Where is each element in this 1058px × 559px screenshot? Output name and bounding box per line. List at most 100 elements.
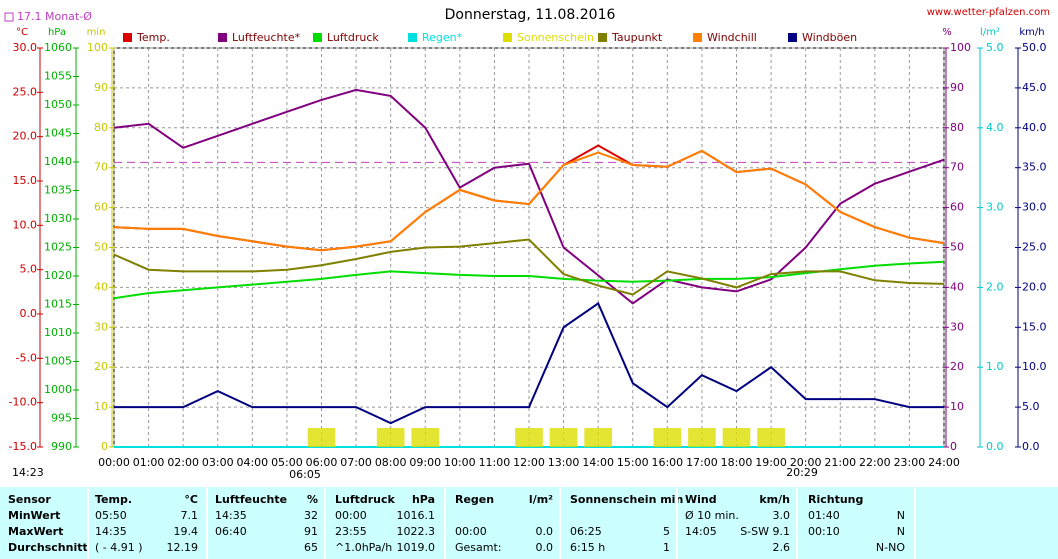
table-cell: 2.6 [773,541,791,554]
y-tick-label: 70 [950,161,964,174]
table-cell: 12.19 [167,541,199,554]
legend-swatch [503,33,512,42]
legend-swatch [788,33,797,42]
table-cell: Luftfeuchte [215,493,287,506]
legend-label: Windböen [802,31,857,44]
y-tick-label: 45.0 [1022,81,1047,94]
legend-swatch [123,33,132,42]
x-tick-label: 10:00 [444,456,476,469]
table-cell: km/h [759,493,790,506]
table-cell: ( - 4.91 ) [95,541,143,554]
y-tick-label: 1000 [44,383,72,396]
sun-bar [376,428,405,447]
sun-bar [688,428,716,447]
table-cell: 5 [663,525,670,538]
legend-label: Regen* [422,31,463,44]
y-tick-label: 3.0 [986,201,1004,214]
y-tick-label: 15.0 [13,174,38,187]
x-tick-label: 20:00 [790,456,822,469]
table-cell: 14:05 [685,525,717,538]
x-tick-label: 13:00 [548,456,580,469]
x-tick-label: 16:00 [651,456,683,469]
y-tick-label: 10.0 [1022,360,1047,373]
y-tick-label: -10.0 [9,396,37,409]
table-cell: 00:00 [335,509,367,522]
legend-swatch [408,33,417,42]
series-line [113,238,945,296]
y-tick-label: 0.0 [986,440,1004,453]
table-cell: 01:40 [808,509,840,522]
table-cell: 1022.3 [397,525,436,538]
table-cell: MaxWert [8,525,63,538]
y-tick-label: 100 [950,41,971,54]
y-tick-label: 1060 [44,41,72,54]
y-tick-label: -5.0 [16,351,37,364]
x-tick-label: 05:00 [271,456,303,469]
x-tick-label: 17:00 [686,456,718,469]
y-tick-label: 1010 [44,326,72,339]
y-tick-label: 2.0 [986,280,1004,293]
y-tick-label: 40 [950,280,964,293]
y-tick-label: 90 [94,81,108,94]
table-bg [0,487,1058,559]
y-tick-label: 35.0 [1022,161,1047,174]
y-tick-label: 5.0 [1022,400,1040,413]
x-tick-label: 01:00 [133,456,165,469]
x-tick-label: 11:00 [479,456,511,469]
sun-bar [722,428,751,447]
y-tick-label: 20.0 [13,130,38,143]
legend-label: Luftdruck [327,31,379,44]
x-tick-label: 00:00 [98,456,130,469]
table-cell: 06:40 [215,525,247,538]
table-cell: % [307,493,318,506]
y-tick-label: 20 [950,360,964,373]
y-tick-label: 10.0 [13,218,38,231]
table-cell: Gesamt: [455,541,502,554]
table-cell: Ø 10 min. [685,509,739,522]
table-cell: 14:35 [215,509,247,522]
x-tick-label: 08:00 [375,456,407,469]
sun-bar [757,428,785,447]
y-tick-label: 90 [950,81,964,94]
axis-unit: km/h [1019,27,1044,38]
x-tick-label: 06:00 [306,456,338,469]
table-cell: 1019.0 [397,541,436,554]
axis-unit: min [87,27,106,38]
table-cell: 1 [663,541,670,554]
y-tick-label: 40 [94,280,108,293]
table-cell: 23:55 [335,525,367,538]
x-tick-label: 03:00 [202,456,234,469]
x-tick-label: 24:00 [928,456,960,469]
y-tick-label: 10 [94,400,108,413]
table-cell: 7.1 [181,509,199,522]
legend-label: Windchill [707,31,757,44]
y-tick-label: 60 [950,201,964,214]
table-cell: Luftdruck [335,493,396,506]
legend-label: Sonnenschein [517,31,594,44]
y-tick-label: 5.0 [986,41,1004,54]
y-tick-label: 30.0 [13,41,38,54]
y-tick-label: 1015 [44,298,72,311]
legend-label: Luftfeuchte* [232,31,301,44]
table-cell: °C [184,493,198,506]
y-tick-label: 1005 [44,355,72,368]
sun-bar [584,428,612,447]
y-tick-label: 1035 [44,184,72,197]
y-tick-label: 1025 [44,241,72,254]
table-cell: Durchschnitt [8,541,88,554]
y-tick-label: 30.0 [1022,201,1047,214]
y-tick-label: 20 [94,360,108,373]
table-cell: Temp. [95,493,132,506]
x-tick-label: 14:00 [582,456,614,469]
table-cell: S-SW 9.1 [740,525,790,538]
y-tick-label: 0 [950,440,957,453]
series-line [113,260,945,300]
axis-unit: l/m² [980,27,1000,38]
series-line [113,149,945,252]
table-cell: 6:15 h [570,541,605,554]
table-cell: 14:35 [95,525,127,538]
table-cell: 05:50 [95,509,127,522]
y-tick-label: 70 [94,161,108,174]
